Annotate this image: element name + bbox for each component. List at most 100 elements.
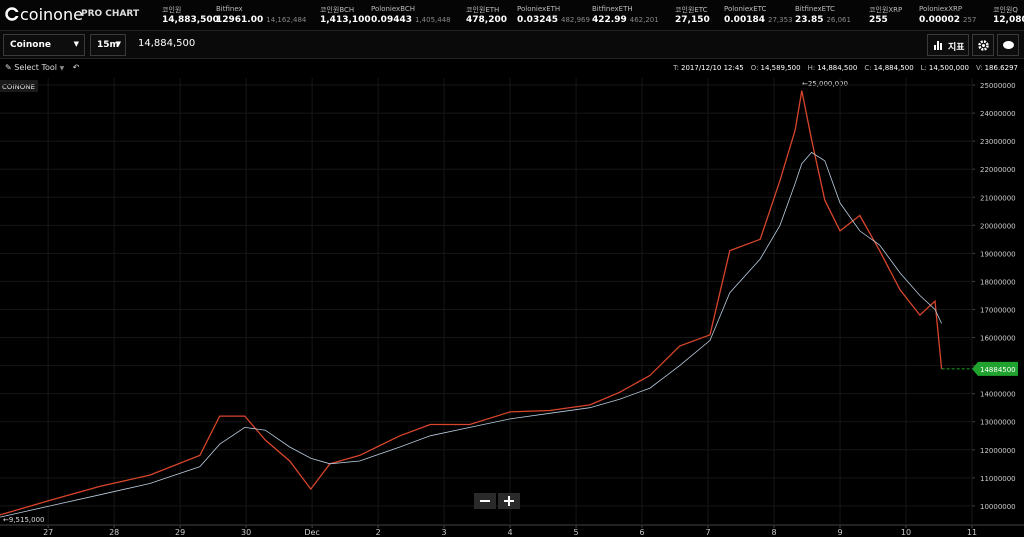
x-tick-label: 29 bbox=[175, 528, 185, 537]
x-tick-label: 5 bbox=[574, 528, 579, 537]
ticker-label: 코인원ETH bbox=[466, 6, 500, 14]
high-label: ←25,000,000 bbox=[802, 80, 848, 88]
ticker-value: 422.99 462,201 bbox=[592, 15, 659, 25]
ohlc-key: L: bbox=[920, 64, 927, 72]
ticker-price: 12,080 bbox=[993, 15, 1024, 25]
ohlc-value: 14,884,500 bbox=[817, 64, 858, 72]
ticker-price: 478,200 bbox=[466, 15, 507, 25]
indicator-label: 지표 bbox=[948, 43, 965, 53]
ticker-label: 코인원 bbox=[162, 6, 182, 14]
ohlc-value: 14,589,500 bbox=[760, 64, 801, 72]
x-tick-label: 27 bbox=[43, 528, 53, 537]
ticker-value: 1,413,100 bbox=[320, 15, 371, 25]
interval-select[interactable]: 15m ▼ bbox=[90, 34, 126, 56]
current-price: 14,884,500 bbox=[138, 38, 196, 49]
ticker-label: PoloniexBCH bbox=[371, 5, 416, 13]
market-select[interactable]: Coinone ▼ bbox=[3, 34, 85, 56]
select-tool[interactable]: ✎ Select Tool ▼ ↶ bbox=[5, 63, 80, 72]
zoom-controls bbox=[474, 493, 520, 509]
ticker-label: 코인원Q bbox=[993, 6, 1018, 14]
ticker-sub: 14,162,484 bbox=[266, 16, 307, 24]
source-bg bbox=[0, 80, 38, 92]
tool-label: Select Tool bbox=[14, 63, 58, 72]
ticker-value: 12,080 bbox=[993, 15, 1024, 25]
chart: COINONE ←25,000,000 ←9,515,000 10000000 1… bbox=[0, 78, 1024, 537]
y-tick-label: 24000000 bbox=[980, 110, 1016, 118]
ticker-sub: 257 bbox=[963, 16, 977, 24]
y-tick-label: 13000000 bbox=[980, 419, 1016, 427]
ohlc-value: 14,884,500 bbox=[873, 64, 914, 72]
chart-bg bbox=[0, 78, 1024, 537]
interval: 15m bbox=[97, 40, 119, 50]
y-tick-label: 22000000 bbox=[980, 166, 1016, 174]
ticker-label: Bitfinex bbox=[216, 5, 243, 13]
y-tick-label: 21000000 bbox=[980, 194, 1016, 202]
ticker-value: 23.85 26,061 bbox=[795, 15, 851, 25]
y-tick-label: 11000000 bbox=[980, 475, 1016, 483]
ohlc-key: V: bbox=[976, 64, 983, 72]
x-tick-label: 2 bbox=[376, 528, 381, 537]
x-tick-label: 11 bbox=[967, 528, 977, 537]
last-price-tag bbox=[972, 361, 1018, 376]
drawing-bar: ✎ Select Tool ▼ ↶ T: 2017/12/10 12:45 O: 14… bbox=[0, 59, 1024, 78]
source-label: COINONE bbox=[2, 83, 35, 91]
ticker-value: 14,883,500 bbox=[162, 15, 219, 25]
ticker-price: 27,150 bbox=[675, 15, 710, 25]
last-price-label: 14884500 bbox=[980, 366, 1016, 374]
ticker-value: 0.00002 257 bbox=[919, 15, 976, 25]
ohlc-key: T: bbox=[673, 64, 679, 72]
logo-icon bbox=[5, 7, 19, 21]
ohlc-value: 186.6297 bbox=[984, 64, 1018, 72]
ticker-price: 255 bbox=[869, 15, 888, 25]
ohlc-info: T: 2017/12/10 12:45 O: 14,589,500 H: 14,884,5… bbox=[666, 64, 1018, 72]
ticker-sub: 482,969 bbox=[561, 16, 590, 24]
ticker-sub: 27,353 bbox=[768, 16, 793, 24]
y-tick-label: 25000000 bbox=[980, 82, 1016, 90]
ticker-price: 0.03245 bbox=[517, 15, 558, 25]
toolbar: Coinone ▼ 15m ▼ 14,884,500 지표 bbox=[0, 31, 1024, 59]
y-tick-label: 23000000 bbox=[980, 138, 1016, 146]
ticker-value: 12961.00 14,162,484 bbox=[216, 15, 306, 25]
settings-button[interactable] bbox=[972, 34, 994, 56]
top-bar: coinone PRO CHART 코인원 14,883,500 Bitfinex 1… bbox=[0, 0, 1024, 31]
ticker-value: 255 bbox=[869, 15, 888, 25]
ohlc-key: H: bbox=[807, 64, 816, 72]
y-tick-label: 20000000 bbox=[980, 222, 1016, 230]
ticker-value: 27,150 bbox=[675, 15, 710, 25]
ticker-value: 0.03245 482,969 bbox=[517, 15, 590, 25]
indicator-button[interactable]: 지표 bbox=[927, 34, 969, 56]
ticker-price: 0.09443 bbox=[371, 15, 412, 25]
ohlc-value: 2017/12/10 12:45 bbox=[681, 64, 744, 72]
low-label: ←9,515,000 bbox=[3, 516, 45, 524]
x-tick-label: Dec bbox=[304, 528, 319, 537]
x-tick-label: 9 bbox=[837, 528, 842, 537]
ohlc-key: O: bbox=[750, 64, 759, 72]
x-tick-label: 3 bbox=[442, 528, 447, 537]
y-tick-label: 17000000 bbox=[980, 306, 1016, 314]
x-tick-label: 4 bbox=[508, 528, 513, 537]
ticker-price: 1,413,100 bbox=[320, 15, 371, 25]
ticker-value: 0.09443 1,405,448 bbox=[371, 15, 451, 25]
ticker-price: 12961.00 bbox=[216, 15, 264, 25]
y-tick-label: 16000000 bbox=[980, 335, 1016, 343]
ticker-price: 0.00002 bbox=[919, 15, 960, 25]
ticker-label: 코인원ETC bbox=[675, 6, 708, 14]
y-tick-label: 10000000 bbox=[980, 503, 1016, 511]
ticker-price: 23.85 bbox=[795, 15, 824, 25]
ticker-sub: 462,201 bbox=[629, 16, 659, 24]
y-tick-label: 14000000 bbox=[980, 391, 1016, 399]
price-line bbox=[0, 90, 943, 516]
x-tick-label: 8 bbox=[771, 528, 776, 537]
ticker-label: PoloniexXRP bbox=[919, 5, 963, 13]
ticker-sub: 26,061 bbox=[826, 16, 851, 24]
x-tick-label: 28 bbox=[109, 528, 119, 537]
price-line bbox=[0, 151, 942, 518]
chat-button[interactable] bbox=[997, 34, 1019, 56]
market: Coinone bbox=[10, 40, 51, 50]
ticker-sub: 1,405,448 bbox=[415, 16, 451, 24]
y-tick-label: 18000000 bbox=[980, 278, 1016, 286]
ticker-price: 0.00184 bbox=[724, 15, 765, 25]
ticker-value: 0.00184 27,353 bbox=[724, 15, 793, 25]
ticker-label: 코인원BCH bbox=[320, 6, 355, 14]
ticker-label: BitfinexETH bbox=[592, 5, 633, 13]
